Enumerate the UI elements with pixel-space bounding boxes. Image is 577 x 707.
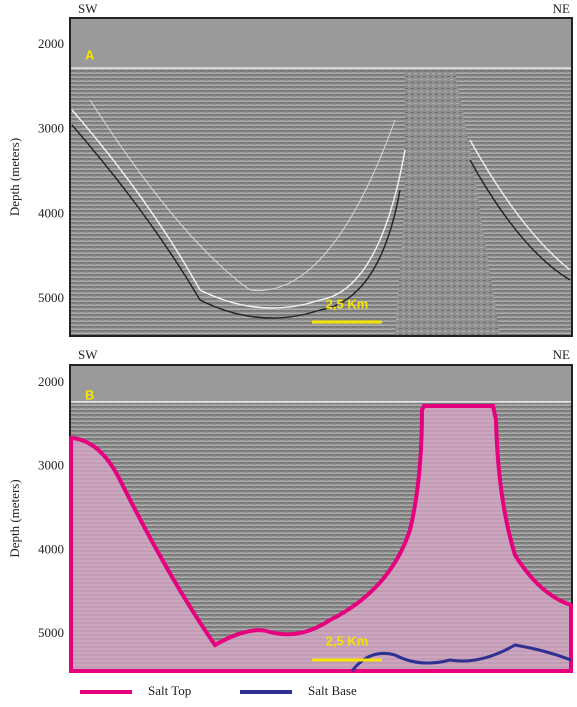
scale-bar-label: 2,5 Km [326,296,369,311]
left-label: SW [78,347,98,362]
panel-letter: B [85,387,94,402]
salt-base-line [350,643,572,672]
y-tick-label: 4000 [38,205,64,220]
right-label: NE [553,1,570,16]
y-tick-label: 4000 [38,541,64,556]
y-tick-label: 5000 [38,625,64,640]
panel-b [69,364,573,673]
legend-label: Salt Top [148,683,191,698]
reflectors [71,99,571,319]
scale-bar-label: 2,5 Km [326,633,369,648]
salt-top-outline [69,404,573,673]
water-column [71,19,571,67]
y-axis-label: Depth (meters) [7,138,22,216]
y-axis-label: Depth (meters) [7,479,22,557]
right-label: NE [553,347,570,362]
panel-a [69,17,573,337]
y-tick-label: 5000 [38,290,64,305]
left-label: SW [78,1,98,16]
y-tick-label: 3000 [38,458,64,473]
panel-letter: A [85,47,95,62]
water-column [71,366,571,401]
legend-label: Salt Base [308,683,357,698]
y-tick-label: 3000 [38,121,64,136]
y-tick-label: 2000 [38,36,64,51]
salt-dome [395,72,500,335]
y-tick-label: 2000 [38,374,64,389]
